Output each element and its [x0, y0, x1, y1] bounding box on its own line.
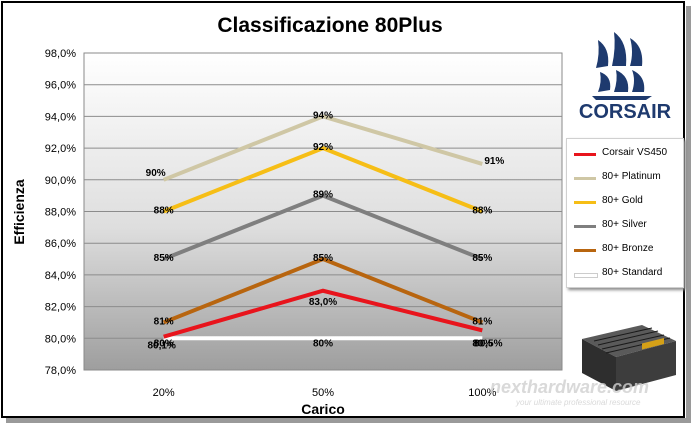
data-label: 90%	[146, 168, 166, 179]
y-tick-label: 98,0%	[45, 48, 76, 60]
legend-item-platinum: 80+ Platinum	[567, 169, 683, 189]
frame-shadow-bottom	[6, 418, 691, 423]
y-tick-label: 94,0%	[45, 111, 76, 123]
legend-item-corsair: Corsair VS450	[567, 145, 683, 165]
x-tick-label: 100%	[468, 387, 496, 399]
y-tick-label: 82,0%	[45, 302, 76, 314]
y-tick-label: 90,0%	[45, 175, 76, 187]
y-tick-label: 88,0%	[45, 207, 76, 219]
data-label: 92%	[313, 142, 333, 153]
site-watermark: nexthardware.com your ultimate professio…	[470, 375, 680, 415]
data-label: 94%	[313, 110, 333, 121]
legend-label: 80+ Standard	[602, 267, 663, 278]
legend-label: 80+ Bronze	[602, 243, 654, 254]
data-label: 80%	[313, 338, 333, 349]
data-label: 88%	[154, 206, 174, 217]
y-tick-label: 78,0%	[45, 365, 76, 377]
data-label: 85%	[472, 253, 492, 264]
psu-product-image	[572, 315, 682, 395]
legend-item-gold: 80+ Gold	[567, 193, 683, 213]
corsair-logo: CORSAIR	[570, 22, 680, 130]
y-tick-label: 86,0%	[45, 238, 76, 250]
data-label: 81%	[154, 316, 174, 327]
corsair-sails-icon: CORSAIR	[579, 32, 672, 123]
corsair-wordmark: CORSAIR	[579, 101, 672, 123]
svg-text:nexthardware.com: nexthardware.com	[490, 377, 649, 397]
data-label: 88%	[472, 206, 492, 217]
legend-swatch	[574, 249, 596, 252]
data-label: 80%	[472, 338, 492, 349]
data-label: 81%	[472, 316, 492, 327]
svg-text:your ultimate professional res: your ultimate professional resource	[515, 398, 641, 407]
legend-label: 80+ Platinum	[602, 171, 661, 182]
x-axis-label: Carico	[301, 401, 345, 417]
y-tick-label: 84,0%	[45, 270, 76, 282]
legend-swatch	[574, 153, 596, 156]
legend-item-bronze: 80+ Bronze	[567, 241, 683, 261]
legend-swatch	[574, 201, 596, 204]
legend-label: 80+ Silver	[602, 219, 647, 230]
frame-shadow-right	[686, 6, 691, 422]
data-label: 89%	[313, 190, 333, 201]
data-label: 85%	[154, 253, 174, 264]
legend-swatch	[574, 177, 596, 180]
y-axis-label: Efficienza	[11, 179, 27, 245]
data-label: 85%	[313, 253, 333, 264]
legend-label: Corsair VS450	[602, 147, 668, 158]
chart-title: Classificazione 80Plus	[217, 14, 443, 37]
data-label: 83,0%	[309, 297, 337, 308]
series-line	[162, 114, 483, 182]
data-label: 80%	[154, 338, 174, 349]
legend-swatch	[574, 273, 598, 278]
chart-legend: Corsair VS450 80+ Platinum 80+ Gold 80+ …	[566, 138, 684, 288]
legend-item-silver: 80+ Silver	[567, 217, 683, 237]
y-tick-label: 80,0%	[45, 333, 76, 345]
series-line	[163, 288, 483, 339]
x-tick-label: 50%	[312, 387, 334, 399]
series-line	[162, 145, 484, 214]
x-tick-label: 20%	[153, 387, 175, 399]
data-label: 80,5%	[474, 338, 502, 349]
data-label: 80,1%	[147, 341, 175, 352]
data-label: 91%	[484, 156, 504, 167]
series-line	[162, 256, 484, 325]
series-line	[162, 193, 484, 261]
legend-swatch	[574, 225, 596, 228]
legend-item-standard: 80+ Standard	[567, 265, 683, 285]
legend-label: 80+ Gold	[602, 195, 643, 206]
y-tick-label: 92,0%	[45, 143, 76, 155]
y-tick-label: 96,0%	[45, 80, 76, 92]
